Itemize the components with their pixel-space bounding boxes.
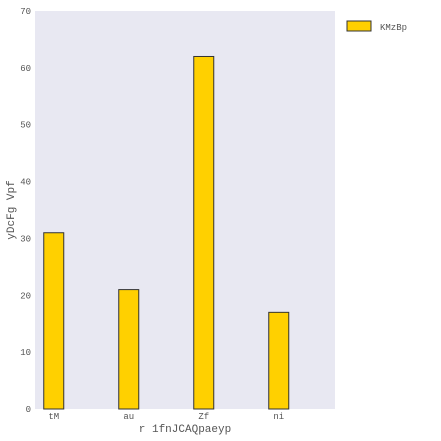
y-axis-label: yDcFg Vpf [6, 180, 18, 239]
x-axis-label: r 1fnJCAQpaeyp [139, 424, 231, 436]
x-tick-label: tM [48, 412, 59, 422]
bar-ni [268, 311, 290, 410]
y-tick-label: 30 [20, 234, 31, 244]
bar-au [118, 289, 140, 410]
legend: KMzBp [346, 20, 407, 33]
x-tick-label: au [123, 412, 134, 422]
y-tick-label: 0 [26, 405, 31, 415]
x-axis-ticks: tM au Zf ni [48, 412, 284, 422]
bar-Zf [193, 55, 215, 410]
bar-tM [43, 232, 65, 410]
x-tick-label: ni [273, 412, 284, 422]
y-axis-ticks: 0 10 20 30 40 50 60 70 [20, 7, 31, 415]
y-tick-label: 20 [20, 291, 31, 301]
legend-label: KMzBp [380, 23, 407, 33]
y-tick-label: 50 [20, 121, 31, 131]
y-tick-label: 70 [20, 7, 31, 17]
plot-area [35, 11, 335, 409]
y-tick-label: 10 [20, 348, 31, 358]
y-tick-label: 40 [20, 178, 31, 188]
x-tick-label: Zf [198, 412, 209, 422]
bars-group [43, 55, 290, 410]
y-tick-label: 60 [20, 64, 31, 74]
legend-swatch [346, 20, 372, 32]
